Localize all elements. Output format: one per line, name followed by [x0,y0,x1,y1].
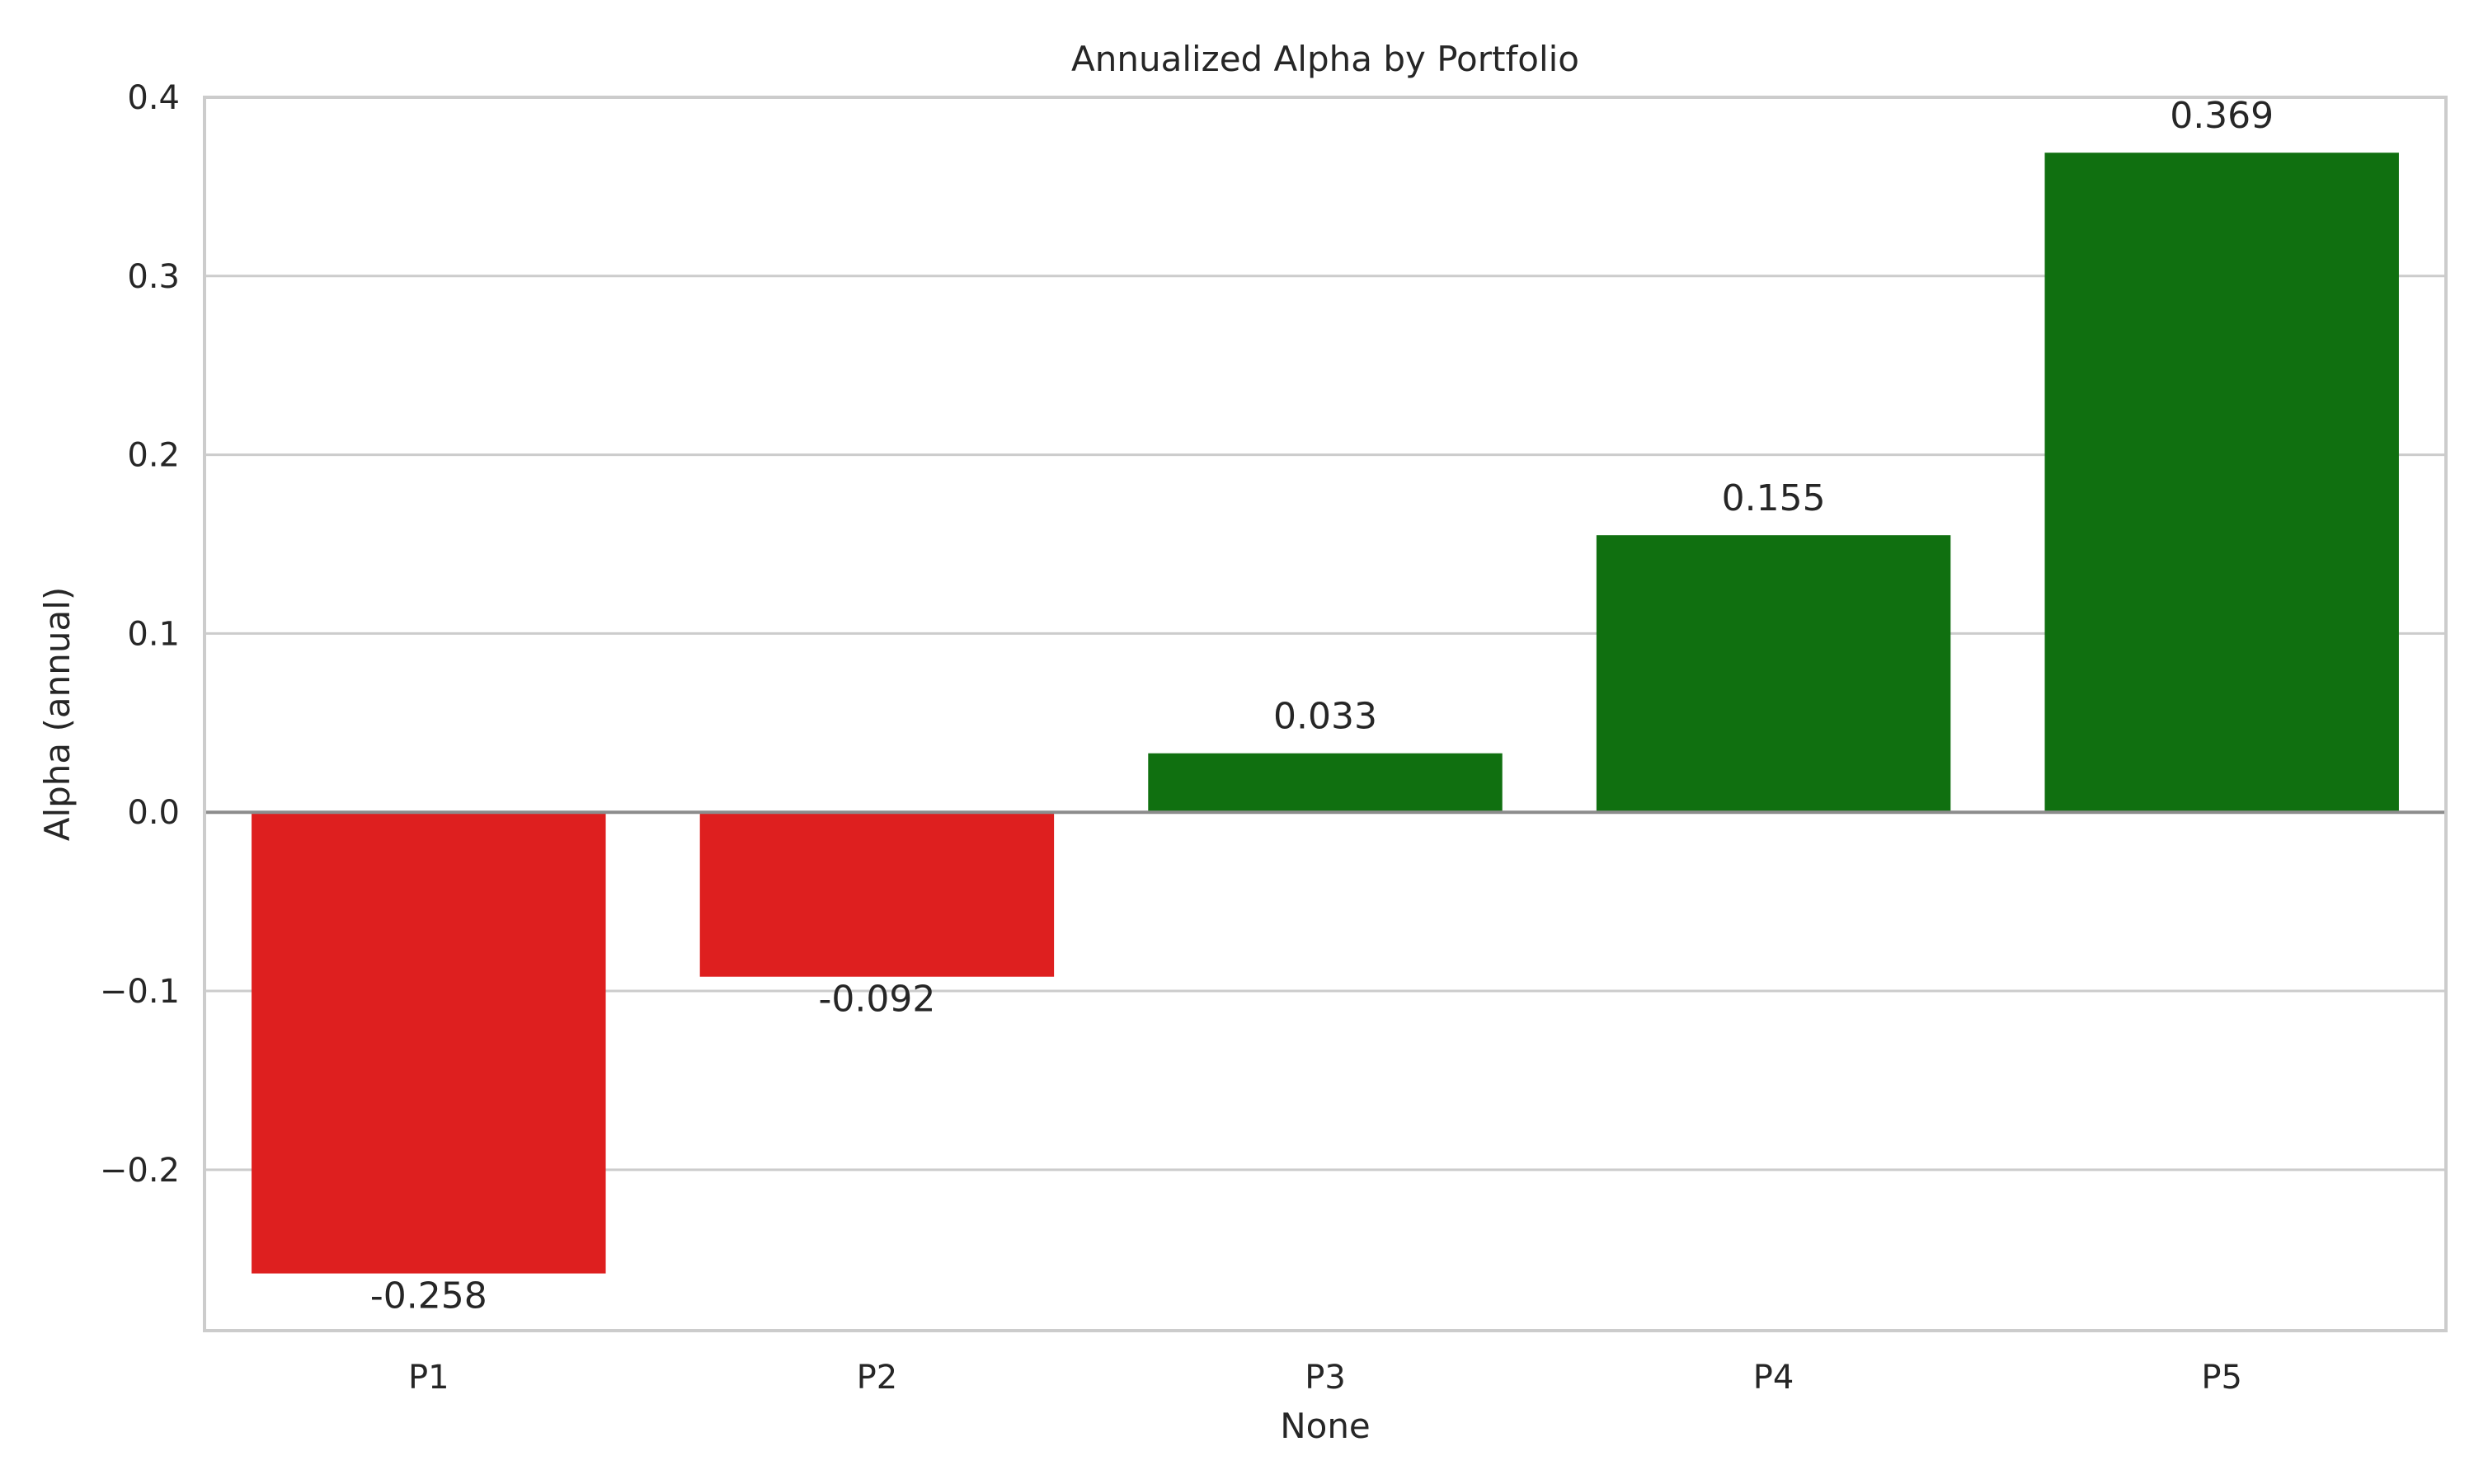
bar [2044,153,2399,813]
y-tick-label: −0.1 [100,973,180,1011]
x-tick-label: P3 [1305,1359,1346,1397]
data-label: -0.092 [818,979,935,1021]
x-tick-label: P5 [2201,1359,2242,1397]
y-tick-label: 0.3 [127,258,180,296]
plot-frame [203,96,2448,1332]
y-tick-label: 0.0 [127,794,180,832]
data-label: 0.155 [1722,477,1826,519]
y-tick-label: 0.2 [127,437,180,475]
y-axis-label: Alpha (annual) [37,587,78,842]
data-labels: -0.258 -0.092 0.033 0.155 0.369 [370,95,2274,1317]
y-tick-labels: −0.2 −0.1 0.0 0.1 0.2 0.3 0.4 [100,79,180,1190]
data-label: 0.369 [2170,95,2274,137]
x-tick-label: P1 [408,1359,449,1397]
data-label: -0.258 [370,1275,487,1317]
bar [1596,535,1951,813]
y-tick-label: −0.2 [100,1152,180,1190]
y-tick-label: 0.4 [127,79,180,117]
data-label: 0.033 [1273,696,1377,738]
x-axis-label: None [1280,1406,1371,1446]
x-tick-label: P4 [1753,1359,1794,1397]
bar [1148,753,1503,813]
x-tick-labels: P1 P2 P3 P4 P5 [408,1359,2242,1397]
chart-title: Annualized Alpha by Portfolio [1071,39,1579,79]
bars [252,153,2399,1274]
y-tick-label: 0.1 [127,615,180,653]
x-tick-label: P2 [857,1359,898,1397]
bar [252,812,606,1274]
bar [699,812,1055,977]
